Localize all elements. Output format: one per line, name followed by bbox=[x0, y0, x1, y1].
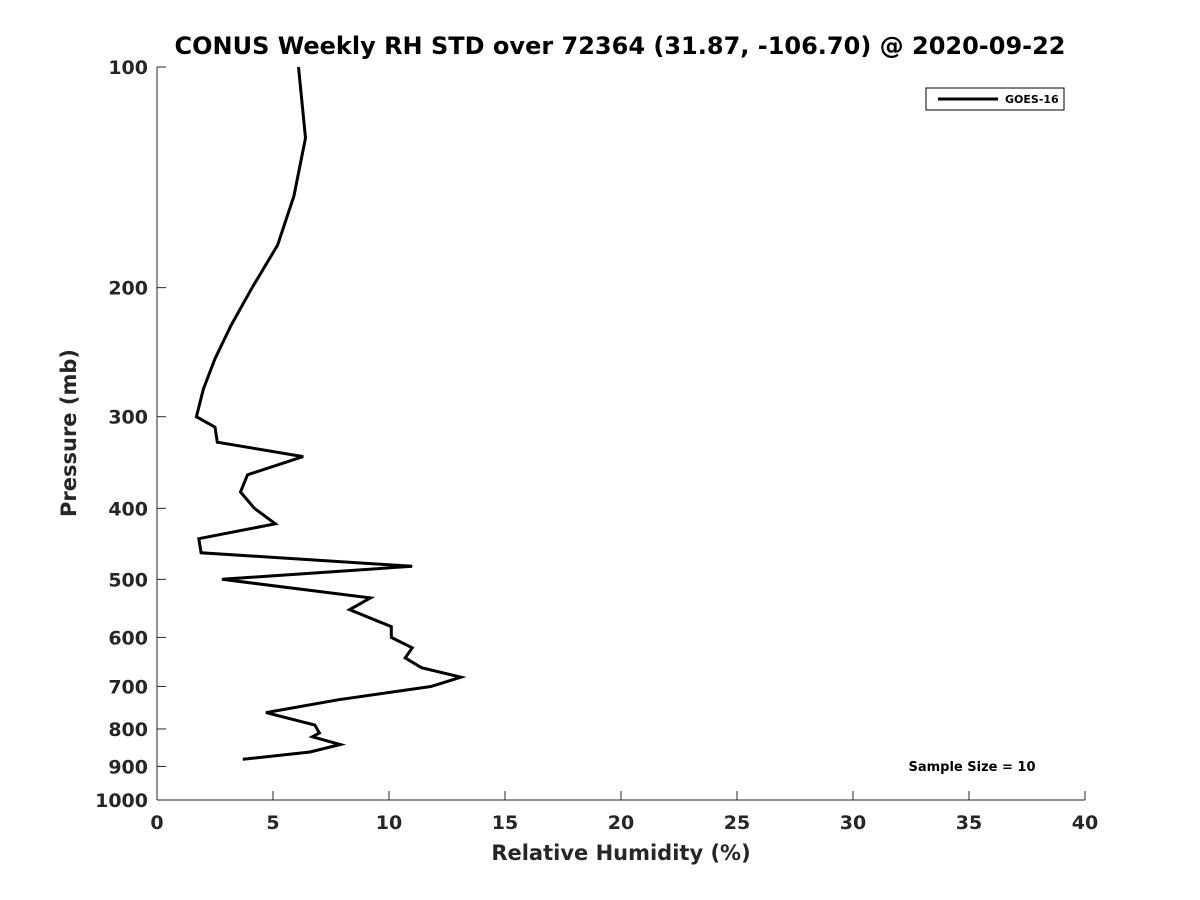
y-tick-label: 300 bbox=[108, 407, 148, 429]
y-tick-label: 100 bbox=[108, 57, 148, 79]
legend-label: GOES-16 bbox=[1005, 93, 1059, 106]
y-tick-label: 800 bbox=[108, 719, 148, 741]
series-line bbox=[194, 66, 467, 761]
axes: 0 5 10 15 20 25 30 35 40 100 200 300 400 500 600 700 800… bbox=[95, 57, 1098, 834]
x-tick-label: 15 bbox=[492, 812, 518, 834]
x-tick-label: 40 bbox=[1072, 812, 1098, 834]
y-tick-label: 700 bbox=[108, 676, 148, 698]
sample-size-annotation: Sample Size = 10 bbox=[908, 760, 1035, 775]
chart-title: CONUS Weekly RH STD over 72364 (31.87, -… bbox=[174, 32, 1065, 60]
series-layer bbox=[194, 66, 467, 761]
y-tick-label: 1000 bbox=[95, 790, 148, 812]
x-tick-label: 10 bbox=[376, 812, 402, 834]
y-tick-label: 900 bbox=[108, 756, 148, 778]
legend: GOES-16 bbox=[925, 87, 1065, 111]
x-tick-label: 0 bbox=[150, 812, 163, 834]
x-axis-label: Relative Humidity (%) bbox=[491, 841, 750, 865]
x-tick-label: 20 bbox=[608, 812, 634, 834]
y-tick-label: 600 bbox=[108, 627, 148, 649]
y-tick-label: 400 bbox=[108, 498, 148, 520]
x-tick-label: 30 bbox=[840, 812, 866, 834]
x-tick-label: 5 bbox=[266, 812, 279, 834]
y-tick-label: 500 bbox=[108, 569, 148, 591]
x-tick-label: 35 bbox=[956, 812, 982, 834]
x-tick-label: 25 bbox=[724, 812, 750, 834]
y-tick-label: 200 bbox=[108, 278, 148, 300]
y-axis-label: Pressure (mb) bbox=[57, 349, 81, 517]
